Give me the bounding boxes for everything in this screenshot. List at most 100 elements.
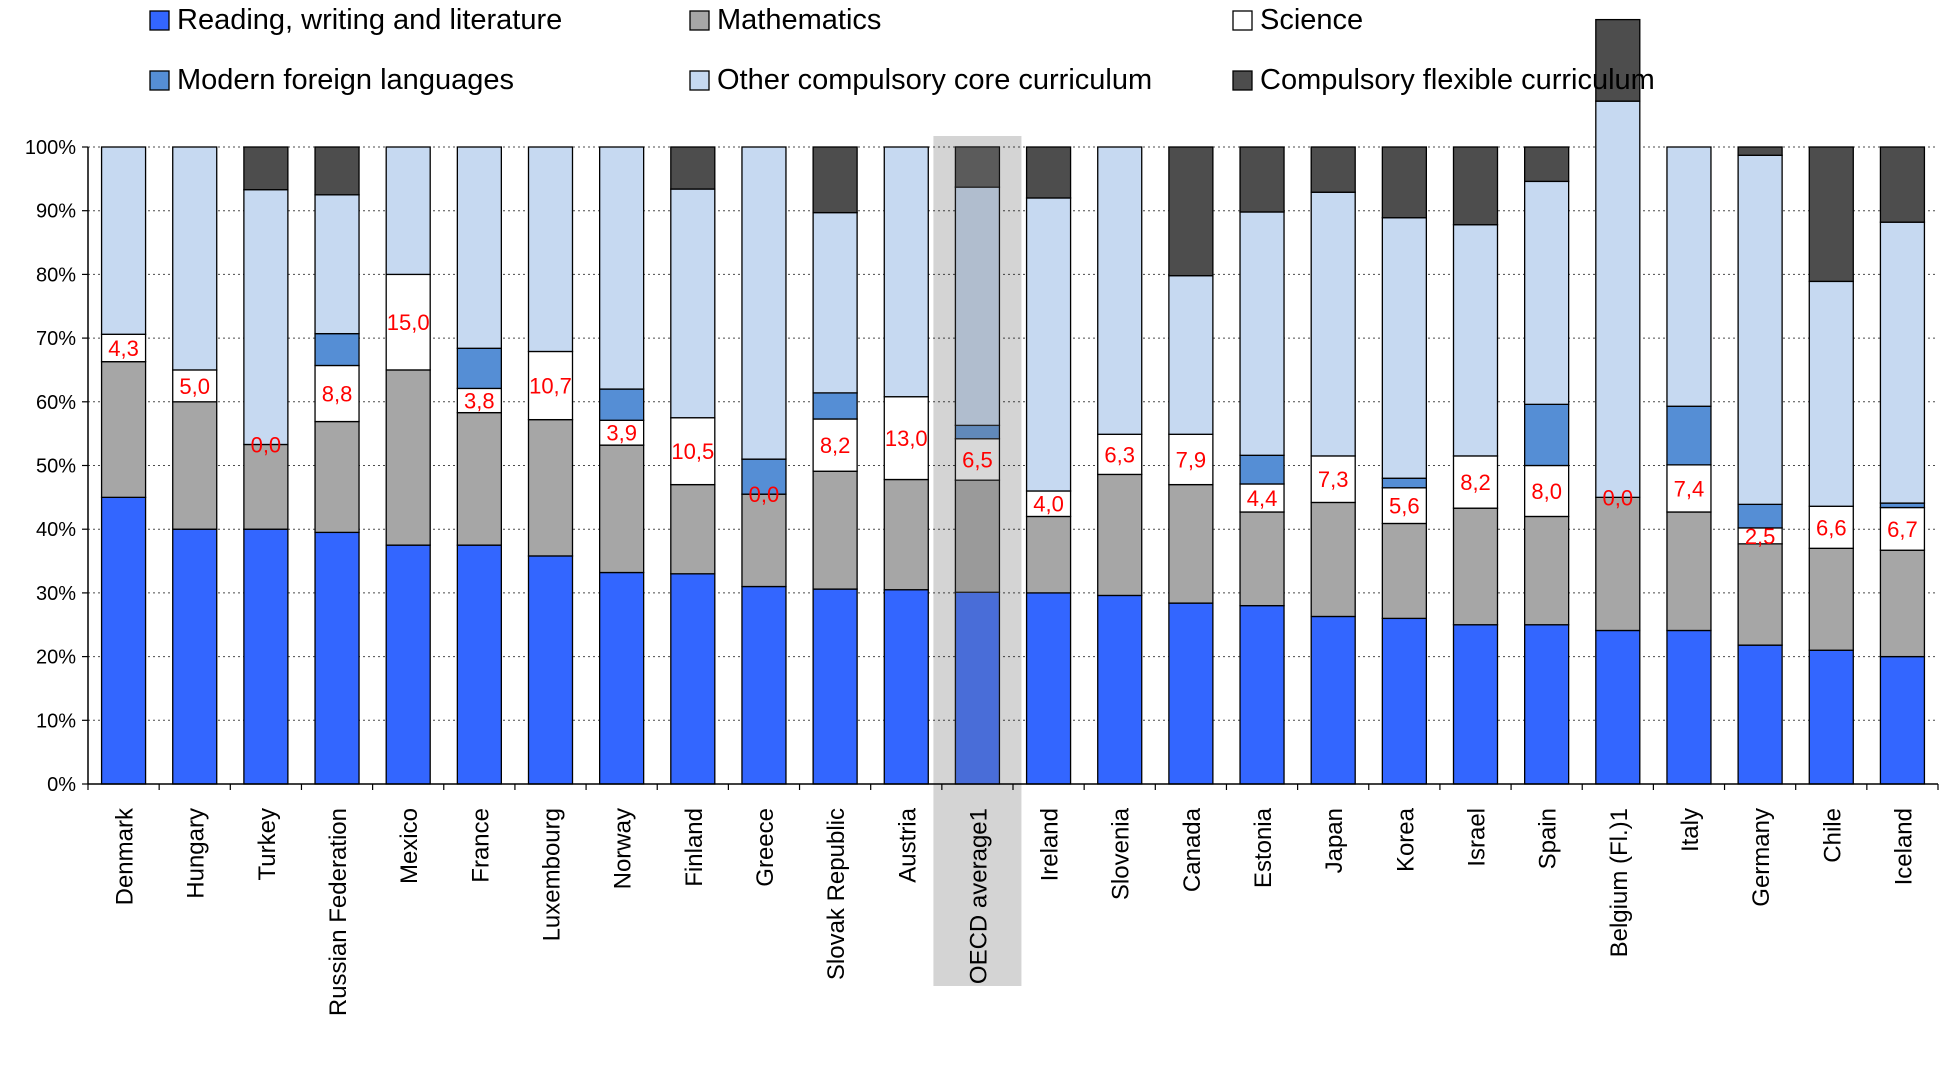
data-label: 8,0 bbox=[1531, 479, 1562, 504]
data-label: 8,2 bbox=[1460, 470, 1491, 495]
bar-segment-compulsory-flexible-curriculum bbox=[1239, 146, 1285, 213]
bar-segment-compulsory-flexible-curriculum bbox=[1025, 146, 1072, 199]
bar-segment-reading-writing-and-literature bbox=[527, 555, 574, 785]
data-label: 0,0 bbox=[749, 482, 780, 507]
bar-segment-reading-writing-and-literature bbox=[100, 496, 147, 785]
data-label: 7,4 bbox=[1674, 476, 1705, 501]
bar-segment-science bbox=[456, 387, 502, 414]
bar-segment-mathematics bbox=[670, 483, 716, 575]
bar-segment-mathematics bbox=[741, 493, 787, 588]
bar-segment-reading-writing-and-literature bbox=[456, 544, 502, 785]
data-label: 13,0 bbox=[885, 426, 928, 451]
bar-segment-science bbox=[385, 273, 431, 371]
bar-segment-mathematics bbox=[1666, 511, 1712, 632]
y-tick-label: 10% bbox=[36, 710, 76, 732]
bar-segment-science bbox=[1097, 433, 1143, 476]
bar-segment-mathematics bbox=[954, 479, 1001, 593]
bar-segment-mathematics bbox=[1808, 547, 1854, 651]
bar-segment-mathematics bbox=[1524, 515, 1570, 626]
data-label: 10,5 bbox=[671, 439, 714, 464]
bar-segment-modern-foreign-languages bbox=[1239, 454, 1285, 485]
bar-segment-science bbox=[883, 396, 929, 481]
bar-segment-other-compulsory-core-curriculum bbox=[243, 189, 289, 446]
data-label: 5,0 bbox=[179, 374, 210, 399]
x-tick-label: Luxembourg bbox=[539, 808, 566, 941]
bar-segment-other-compulsory-core-curriculum bbox=[1879, 221, 1926, 504]
bar-segment-modern-foreign-languages bbox=[1879, 502, 1926, 509]
bar-segment-mathematics bbox=[385, 369, 431, 546]
bar-segment-mathematics bbox=[1239, 511, 1285, 607]
bar-segment-reading-writing-and-literature bbox=[1879, 655, 1926, 785]
data-label: 6,5 bbox=[962, 447, 993, 472]
data-label: 4,4 bbox=[1247, 486, 1278, 511]
bar-segment-modern-foreign-languages bbox=[599, 388, 645, 421]
legend-label: Reading, writing and literature bbox=[177, 4, 562, 36]
x-tick-label: Belgium (Fl.)1 bbox=[1606, 808, 1633, 957]
x-tick-label: Japan bbox=[1321, 808, 1348, 873]
x-tick-label: Slovak Republic bbox=[823, 808, 850, 980]
data-label: 0,0 bbox=[1603, 485, 1634, 510]
bar-segment-other-compulsory-core-curriculum bbox=[100, 146, 147, 335]
x-tick-label: OECD average1 bbox=[965, 808, 992, 984]
x-tick-label: Germany bbox=[1748, 808, 1775, 907]
bar-segment-science bbox=[1381, 487, 1427, 525]
legend-swatch bbox=[689, 10, 710, 31]
bar-segment-other-compulsory-core-curriculum bbox=[670, 188, 716, 419]
data-label: 7,3 bbox=[1318, 467, 1349, 492]
x-tick-label: Chile bbox=[1819, 808, 1846, 863]
x-tick-label: Mexico bbox=[396, 808, 423, 884]
bar-segment-other-compulsory-core-curriculum bbox=[1452, 224, 1499, 457]
bar-segment-reading-writing-and-literature bbox=[1737, 644, 1783, 785]
bar-segment-compulsory-flexible-curriculum bbox=[1381, 146, 1427, 219]
bar-segment-mathematics bbox=[1879, 549, 1926, 658]
legend-label: Other compulsory core curriculum bbox=[717, 64, 1152, 96]
x-tick-label: Italy bbox=[1677, 808, 1704, 852]
bar-segment-reading-writing-and-literature bbox=[243, 528, 289, 785]
bar-segment-reading-writing-and-literature bbox=[1168, 602, 1214, 785]
bar-segment-compulsory-flexible-curriculum bbox=[1168, 146, 1214, 277]
bar-segment-mathematics bbox=[1595, 496, 1641, 632]
bar-segment-mathematics bbox=[1310, 501, 1356, 618]
y-tick-label: 100% bbox=[25, 137, 76, 159]
bar-segment-science bbox=[1168, 433, 1214, 486]
bar-segment-other-compulsory-core-curriculum bbox=[1595, 100, 1641, 498]
bar-segment-reading-writing-and-literature bbox=[1239, 604, 1285, 785]
x-tick-label: Korea bbox=[1392, 807, 1419, 872]
bar-segment-mathematics bbox=[599, 444, 645, 574]
bar-segment-compulsory-flexible-curriculum bbox=[812, 146, 858, 214]
bar-segment-science bbox=[599, 419, 645, 446]
y-tick-label: 90% bbox=[36, 201, 76, 223]
x-tick-label: Slovenia bbox=[1108, 807, 1135, 900]
data-label: 15,0 bbox=[387, 310, 430, 335]
data-label: 10,7 bbox=[529, 374, 572, 399]
legend-swatch bbox=[1232, 70, 1253, 91]
bar-segment-modern-foreign-languages bbox=[1381, 477, 1427, 489]
x-tick-label: Russian Federation bbox=[325, 808, 352, 1016]
legend-label: Compulsory flexible curriculum bbox=[1260, 64, 1655, 96]
legend-swatch bbox=[1232, 10, 1253, 31]
bar-segment-reading-writing-and-literature bbox=[1381, 617, 1427, 785]
bar-segment-mathematics bbox=[527, 418, 574, 557]
bar-segment-other-compulsory-core-curriculum bbox=[1239, 211, 1285, 456]
legend-label: Modern foreign languages bbox=[177, 64, 514, 96]
bar-segment-compulsory-flexible-curriculum bbox=[1595, 18, 1641, 102]
bar-segment-reading-writing-and-literature bbox=[1025, 592, 1072, 785]
bar-segment-science bbox=[527, 350, 574, 421]
data-label: 2,5 bbox=[1745, 524, 1776, 549]
bar-segment-compulsory-flexible-curriculum bbox=[954, 146, 1001, 188]
bar-segment-reading-writing-and-literature bbox=[599, 571, 645, 785]
bar-segment-mathematics bbox=[100, 361, 147, 499]
data-label: 6,6 bbox=[1816, 515, 1847, 540]
bar-segment-compulsory-flexible-curriculum bbox=[1452, 146, 1499, 226]
bar-segment-other-compulsory-core-curriculum bbox=[456, 146, 502, 349]
bar-segment-science bbox=[172, 369, 218, 403]
y-tick-label: 70% bbox=[36, 328, 76, 350]
bar-segment-other-compulsory-core-curriculum bbox=[812, 211, 858, 394]
bar-segment-reading-writing-and-literature bbox=[670, 573, 716, 785]
x-tick-label: Spain bbox=[1535, 808, 1562, 869]
bar-segment-other-compulsory-core-curriculum bbox=[1168, 275, 1214, 435]
data-label: 4,3 bbox=[108, 336, 139, 361]
x-tick-label: Turkey bbox=[254, 808, 281, 880]
bar-segment-other-compulsory-core-curriculum bbox=[527, 146, 574, 353]
bar-segment-other-compulsory-core-curriculum bbox=[1808, 280, 1854, 507]
